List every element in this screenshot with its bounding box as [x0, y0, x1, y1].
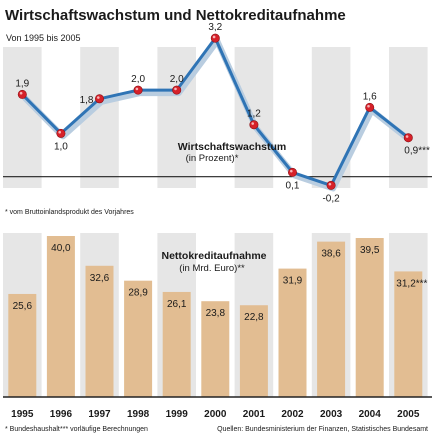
debt-panel	[3, 233, 432, 398]
debt-bar	[239, 305, 268, 397]
growth-point	[249, 120, 259, 130]
year-label: 1996	[50, 409, 73, 420]
year-label: 2002	[281, 409, 304, 420]
growth-value-label: 1,0	[54, 141, 68, 152]
growth-point-highlight	[251, 122, 254, 125]
year-label: 2003	[320, 409, 343, 420]
growth-point-highlight	[135, 87, 139, 91]
year-label: 1998	[127, 409, 150, 420]
growth-point	[133, 85, 143, 95]
debt-bar	[201, 301, 230, 397]
debt-bar	[46, 236, 75, 397]
growth-value-label: -0,2	[322, 193, 340, 204]
year-label: 2005	[397, 409, 420, 420]
growth-point	[403, 133, 413, 143]
chart-subtitle: Von 1995 bis 2005	[6, 33, 81, 43]
growth-column-band	[3, 47, 42, 188]
year-label: 2001	[243, 409, 266, 420]
growth-point-highlight	[212, 35, 216, 39]
growth-point-highlight	[367, 104, 370, 108]
source-note: Quellen: Bundesministerium der Finanzen,…	[217, 426, 428, 433]
growth-panel	[3, 33, 432, 192]
year-axis-labels: 1995 1996 1997 1998 1999 2000 2001 2002 2003 2004…	[11, 409, 420, 420]
growth-point-highlight	[97, 96, 100, 99]
debt-value-label: 31,2***	[396, 278, 427, 289]
debt-bar	[8, 293, 37, 397]
growth-point	[17, 89, 27, 99]
debt-bar	[85, 265, 114, 397]
chart-title: Wirtschaftswachstum und Nettokreditaufna…	[5, 7, 346, 24]
year-label: 2004	[359, 409, 382, 420]
growth-series-label: Wirtschaftswachstum	[178, 141, 286, 153]
growth-point	[172, 85, 182, 95]
debt-value-label: 32,6	[90, 273, 110, 284]
debt-value-label: 22,8	[244, 312, 264, 323]
footnote-bundeshaushalt: * Bundeshaushalt	[5, 426, 60, 433]
debt-bar	[278, 268, 307, 397]
debt-bar	[162, 291, 191, 397]
growth-point-highlight	[58, 130, 61, 134]
growth-point	[56, 128, 66, 138]
growth-point	[95, 94, 105, 104]
debt-bar	[355, 238, 384, 397]
growth-value-label: 2,0	[131, 74, 145, 85]
debt-value-label: 28,9	[128, 288, 148, 299]
debt-bar	[317, 241, 346, 397]
debt-value-label: 26,1	[167, 299, 187, 310]
growth-value-label: 3,2	[208, 22, 222, 33]
debt-value-label: 31,9	[283, 276, 303, 287]
debt-bar	[394, 271, 423, 397]
growth-column-band	[389, 47, 428, 188]
debt-value-label: 38,6	[321, 249, 341, 260]
growth-value-label: 0,1	[286, 180, 300, 191]
debt-value-labels: 25,6 40,0 32,6 28,9 26,1 23,8 22,8 31,9 38,6 39,5…	[13, 243, 428, 323]
growth-point	[287, 167, 297, 177]
debt-value-label: 23,8	[206, 308, 226, 319]
year-label: 1999	[166, 409, 189, 420]
growth-unit-label: (in Prozent)*	[186, 153, 239, 164]
debt-value-label: 39,5	[360, 245, 380, 256]
growth-value-labels: 1,9 1,0 1,8 2,0 2,0 3,2 1,2 0,1 -0,2 1,6 0,9***	[15, 22, 430, 204]
year-label: 2000	[204, 409, 227, 420]
debt-value-label: 25,6	[13, 301, 33, 312]
footnote-vorlaeufig: *** vorläufige Berechnungen	[60, 426, 148, 433]
debt-value-label: 40,0	[51, 243, 71, 254]
growth-value-label: 2,0	[170, 74, 184, 85]
growth-point	[326, 180, 336, 190]
debt-bar	[124, 280, 153, 397]
debt-unit-label: (in Mrd. Euro)**	[179, 263, 245, 274]
growth-point-highlight	[290, 169, 293, 173]
growth-value-label: 1,6	[363, 91, 377, 102]
growth-point-highlight	[174, 87, 177, 91]
growth-point	[210, 33, 220, 43]
growth-point	[365, 102, 375, 112]
growth-value-label: 1,9	[15, 78, 29, 89]
debt-series-label: Nettokreditaufnahme	[161, 250, 266, 262]
growth-value-label: 0,9***	[404, 146, 430, 157]
growth-value-label: 1,2	[247, 109, 261, 120]
growth-value-label: 1,8	[80, 95, 94, 106]
year-label: 1997	[88, 409, 111, 420]
growth-point-highlight	[405, 135, 409, 138]
footnote-top: * vom Bruttoinlandsprodukt des Vorjahres	[5, 209, 134, 216]
year-label: 1995	[11, 409, 34, 420]
growth-column-band	[157, 47, 196, 188]
growth-point-highlight	[328, 182, 332, 186]
growth-point-highlight	[19, 91, 23, 95]
